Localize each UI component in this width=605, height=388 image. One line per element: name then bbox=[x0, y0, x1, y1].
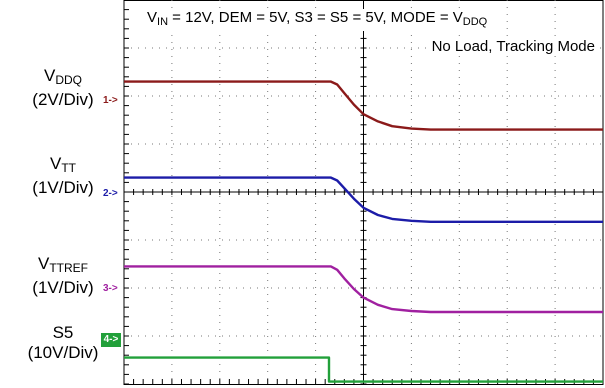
trace-vttref bbox=[124, 265, 603, 314]
plot-grid bbox=[123, 0, 604, 385]
trace-group bbox=[124, 80, 603, 383]
channel-label-vtt: VTT (1V/Div) bbox=[32, 154, 94, 197]
channel-marker-3: 3-> bbox=[103, 283, 118, 294]
channel-label-vddq: VDDQ (2V/Div) bbox=[32, 66, 94, 109]
channel-marker-1: 1-> bbox=[103, 95, 118, 106]
channel-marker-2: 2-> bbox=[103, 188, 118, 199]
channel-marker-4: 4-> bbox=[101, 333, 121, 347]
channel-label-vttref: VTTREF (1V/Div) bbox=[32, 254, 94, 297]
trace-vtt bbox=[124, 176, 603, 224]
channel-label-s5: S5 (10V/Div) bbox=[27, 323, 99, 362]
trace-s5 bbox=[124, 356, 603, 383]
plot-title-line-2: No Load, Tracking Mode bbox=[429, 38, 597, 56]
plot-title-line-1: VIN = 12V, DEM = 5V, S3 = S5 = 5V, MODE … bbox=[145, 9, 490, 31]
trace-vddq bbox=[124, 80, 603, 131]
